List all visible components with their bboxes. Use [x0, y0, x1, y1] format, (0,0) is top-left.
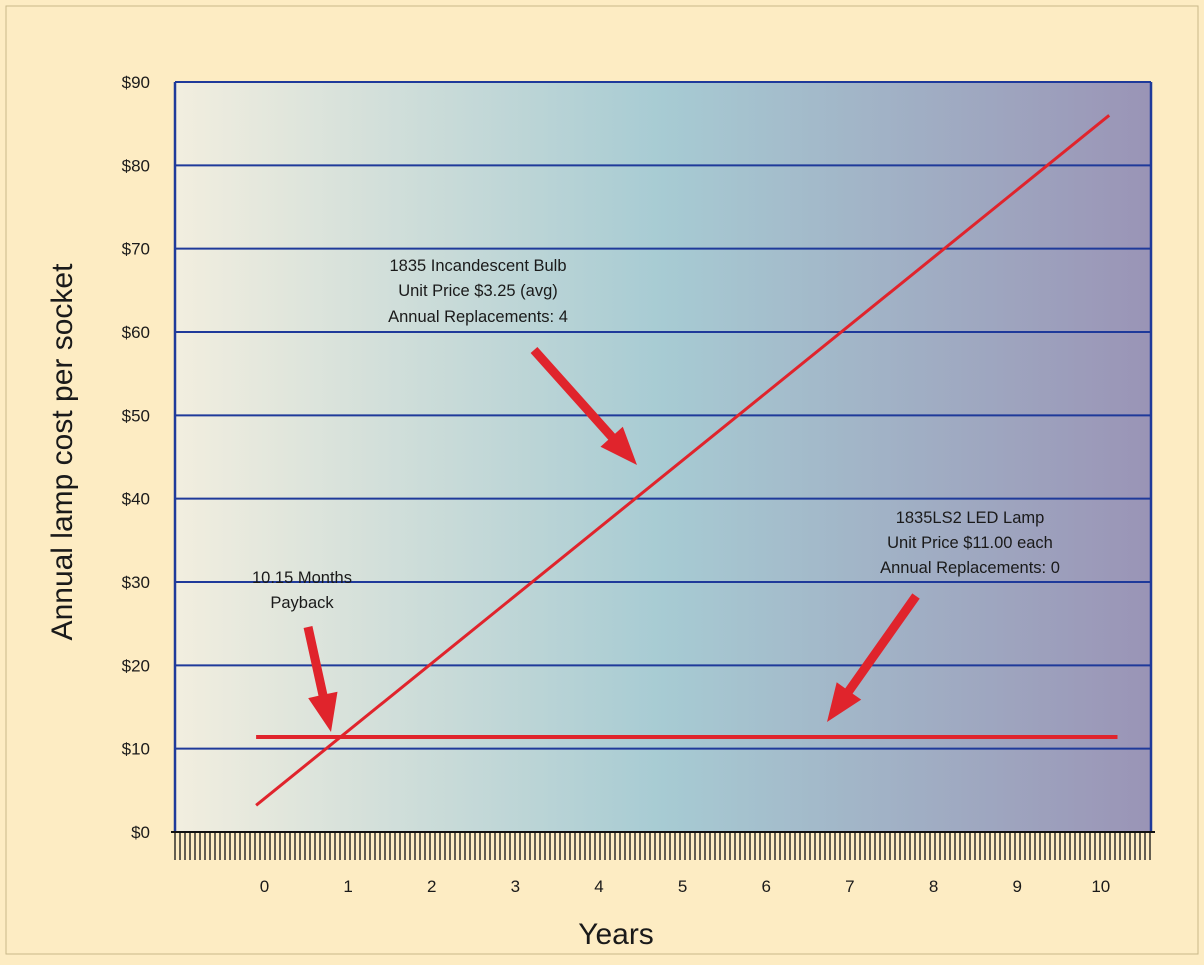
y-tick-label: $90 — [122, 73, 150, 92]
y-axis-title: Annual lamp cost per socket — [46, 263, 79, 641]
plot-area — [175, 82, 1151, 832]
y-tick-label: $50 — [122, 406, 150, 425]
series-line-incandescent — [255, 114, 1111, 807]
x-tick-label: 4 — [594, 877, 603, 896]
y-tick-label: $40 — [122, 490, 150, 509]
payback-label-line-1: 10.15 Months — [252, 569, 352, 587]
axes — [171, 82, 1155, 860]
annotation-arrows — [303, 347, 920, 732]
y-tick-label: $20 — [122, 656, 150, 675]
led-arrow — [827, 593, 920, 722]
x-tick-label: 7 — [845, 877, 854, 896]
x-tick-label: 10 — [1091, 877, 1110, 896]
payback-arrow — [303, 626, 338, 732]
x-tick-label: 1 — [343, 877, 352, 896]
led-label-line-2: Unit Price $11.00 each — [887, 534, 1053, 552]
incandescent-label-line-2: Unit Price $3.25 (avg) — [398, 282, 558, 300]
incandescent-label-line-3: Annual Replacements: 4 — [388, 308, 568, 326]
led-label-line-3: Annual Replacements: 0 — [880, 559, 1060, 577]
x-tick-label: 8 — [929, 877, 938, 896]
y-tick-label: $10 — [122, 740, 150, 759]
x-tick-label: 5 — [678, 877, 687, 896]
outer-frame — [5, 5, 1199, 955]
incandescent-label-line-1: 1835 Incandescent Bulb — [389, 257, 566, 275]
x-axis-title: Years — [578, 918, 654, 951]
incandescent-arrow — [530, 347, 637, 465]
y-tick-label: $60 — [122, 323, 150, 342]
tick-labels: $0 $10 $20 $30 $40 $50 $60 $70 $80 $90 0 1 2 3 4 5 6 7 8 9 1… — [122, 73, 1111, 896]
x-tick-label: 2 — [427, 877, 436, 896]
grid-lines — [175, 81, 1151, 750]
x-tick-label: 9 — [1012, 877, 1021, 896]
led-label-line-1: 1835LS2 LED Lamp — [896, 509, 1045, 527]
y-tick-label: $30 — [122, 573, 150, 592]
x-tick-label: 0 — [260, 877, 269, 896]
y-tick-label: $0 — [131, 823, 150, 842]
y-tick-label: $70 — [122, 240, 150, 259]
series-lines — [255, 114, 1118, 807]
y-tick-label: $80 — [122, 156, 150, 175]
x-tick-label: 6 — [762, 877, 771, 896]
payback-label-line-2: Payback — [270, 594, 334, 612]
x-tick-label: 3 — [511, 877, 520, 896]
